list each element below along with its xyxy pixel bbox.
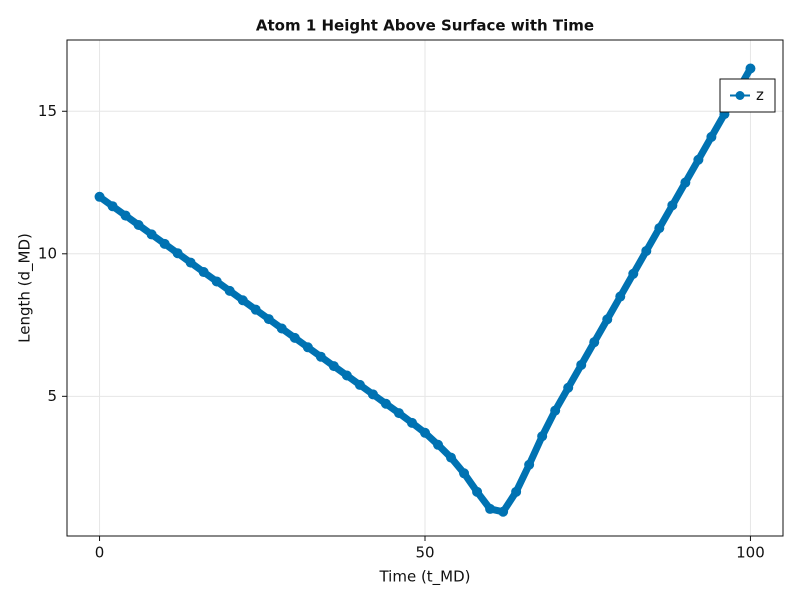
data-point [693,154,704,165]
legend: z [719,78,776,113]
data-point [237,295,248,306]
data-point [315,351,326,362]
data-point [641,245,652,256]
data-point [706,131,717,142]
data-point [289,332,300,343]
data-point [628,268,639,279]
data-point [446,452,457,463]
data-point [94,191,105,202]
data-point [498,506,509,517]
data-point [120,210,131,221]
x-tick-label: 50 [415,544,434,562]
data-point [654,223,665,234]
y-tick-label: 15 [38,102,57,120]
data-point [185,257,196,268]
data-point [563,382,574,393]
x-tick-label: 100 [736,544,765,562]
data-point [420,427,430,438]
data-point [172,248,183,259]
plot-frame [66,39,784,537]
data-point [198,267,209,278]
data-point [485,503,496,514]
data-point [667,200,678,211]
data-point [302,342,313,353]
data-point [159,238,170,249]
data-point [615,291,626,302]
data-point [511,486,522,497]
legend-marker [735,91,745,100]
data-point [380,398,391,409]
x-tick-label: 0 [95,544,105,562]
data-point [133,220,144,231]
data-point [250,304,261,315]
y-tick-label: 5 [47,387,57,405]
data-point [367,389,378,400]
data-point [107,201,118,212]
data-point [745,63,756,74]
data-point [433,439,444,450]
legend-box [719,78,776,113]
data-point [537,431,548,442]
data-point [393,408,404,419]
y-tick-label: 10 [38,244,57,262]
data-point [459,468,470,479]
data-point [524,459,535,470]
x-axis-label: Time (t_MD) [378,568,470,587]
data-point [576,359,587,370]
data-point [354,379,365,390]
data-point [341,370,352,381]
chart-title: Atom 1 Height Above Surface with Time [256,17,594,35]
data-point [589,337,600,348]
data-point [406,417,417,428]
data-point [276,323,287,334]
data-point [550,405,561,416]
legend-label: z [756,86,764,104]
data-point [680,177,691,188]
data-point [263,314,274,325]
data-point [472,486,483,497]
data-point [328,361,339,372]
y-axis-label: Length (d_MD) [16,233,35,343]
data-point [602,314,613,325]
data-point [224,285,235,296]
data-point [211,276,222,287]
data-point [146,229,157,240]
